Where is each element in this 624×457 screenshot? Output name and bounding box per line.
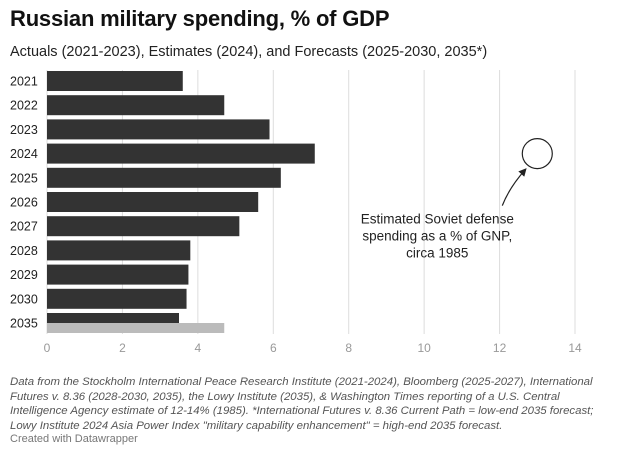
x-axis-labels: 0 2 4 6 8 10 12 14 — [44, 341, 582, 355]
annotation-text: circa 1985 — [406, 246, 468, 261]
y-tick-label: 2022 — [10, 99, 38, 113]
bar-chart: 2021 2022 2023 2024 2025 2026 2027 2028 2029 2030… — [10, 70, 582, 355]
y-tick-label: 2023 — [10, 123, 38, 137]
annotation-text: Estimated Soviet defense — [361, 212, 514, 227]
y-axis-labels: 2021 2022 2023 2024 2025 2026 2027 2028 2029 2030… — [10, 75, 38, 331]
bar-2025 — [47, 167, 281, 188]
y-tick-label: 2025 — [10, 171, 38, 185]
bar-2024 — [47, 143, 315, 164]
x-tick-label: 12 — [493, 341, 507, 355]
x-tick-label: 14 — [568, 341, 582, 355]
x-tick-label: 8 — [345, 341, 352, 355]
bar-2021 — [47, 71, 183, 91]
x-tick-label: 10 — [417, 341, 431, 355]
bar-2027 — [47, 216, 240, 237]
y-tick-label: 2030 — [10, 292, 38, 306]
y-tick-label: 2024 — [10, 147, 38, 161]
annotation-group: Estimated Soviet defense spending as a % … — [361, 138, 553, 261]
y-tick-label: 2026 — [10, 196, 38, 210]
bar-2023 — [47, 119, 270, 140]
credit-link[interactable]: Created with Datawrapper — [10, 433, 138, 445]
x-tick-label: 2 — [119, 341, 126, 355]
x-tick-label: 6 — [270, 341, 277, 355]
bars — [47, 71, 315, 333]
y-tick-label: 2029 — [10, 268, 38, 282]
bar-low-end-2035 — [47, 313, 179, 323]
bar-2022 — [47, 95, 225, 116]
bar-2029 — [47, 264, 189, 285]
chart-title: Russian military spending, % of GDP — [10, 6, 390, 31]
y-tick-label: 2028 — [10, 244, 38, 258]
x-tick-label: 0 — [44, 341, 51, 355]
bar-high-end-2035 — [47, 323, 225, 333]
bar-2026 — [47, 192, 259, 212]
bar-2028 — [47, 240, 191, 261]
y-tick-label: 2035 — [10, 317, 38, 331]
y-tick-label: 2021 — [10, 75, 38, 89]
y-tick-label: 2027 — [10, 220, 38, 234]
annotation-text: spending as a % of GNP, — [362, 229, 512, 244]
soviet-estimate-marker — [521, 138, 553, 170]
source-notes: Data from the Stockholm International Pe… — [10, 376, 594, 432]
bar-2030 — [47, 288, 187, 309]
annotation-arrow — [501, 168, 527, 206]
chart-subtitle: Actuals (2021-2023), Estimates (2024), a… — [10, 44, 488, 60]
x-tick-label: 4 — [195, 341, 202, 355]
